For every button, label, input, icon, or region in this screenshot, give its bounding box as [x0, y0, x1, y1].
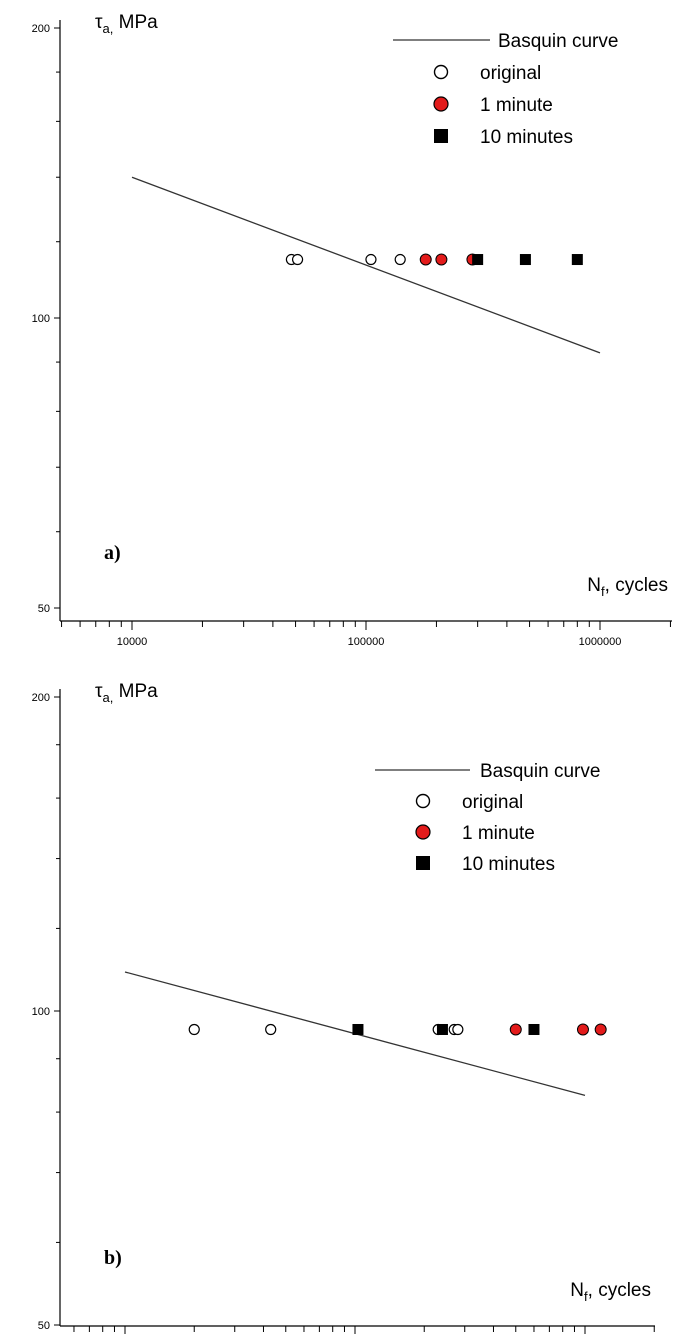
legend-basquin-label: Basquin curve [498, 31, 618, 52]
legend-10-minutes-label: 10 minutes [480, 127, 573, 148]
y-axis-title: τa, MPa [95, 681, 158, 705]
legend-1-minute-label: 1 minute [480, 95, 553, 116]
y-axis-title-unit: MPa [113, 681, 158, 702]
data-point-10-minutes [472, 254, 484, 266]
x-axis-title: Nf, cycles [587, 575, 668, 599]
data-point-10-minutes [528, 1023, 540, 1035]
y-axis-title-subscript: a, [103, 690, 114, 705]
x-tick-label: 10000 [117, 636, 148, 648]
data-point-1-minute [594, 1023, 607, 1036]
y-tick-label: 200 [32, 23, 50, 35]
x-axis-title-symbol: N [587, 575, 601, 596]
data-point-10-minutes [571, 254, 583, 266]
x-axis-title-rest: , cycles [605, 575, 668, 596]
legend-original-marker [415, 793, 431, 809]
y-axis-title-unit: MPa [113, 12, 158, 33]
legend-10-minutes-marker [434, 129, 448, 143]
data-point-original [452, 1023, 464, 1036]
data-point-10-minutes [519, 254, 531, 266]
data-point-1-minute [435, 253, 448, 266]
y-axis-title-symbol: τ [95, 681, 103, 702]
data-point-1-minute [419, 253, 432, 266]
data-point-original [394, 253, 406, 266]
legend-original-label: original [480, 63, 541, 84]
panel-label: a) [104, 542, 121, 564]
panel-label: b) [104, 1247, 122, 1269]
y-tick-label: 100 [32, 313, 50, 325]
x-axis-title-rest: , cycles [588, 1280, 651, 1301]
x-axis-title-symbol: N [570, 1280, 584, 1301]
chart-panel-a: 200 100 50 10000 100000 1000000 τa, MPa Nf, cyc… [32, 12, 672, 648]
data-point-original [365, 253, 377, 266]
x-tick-label: 1000000 [579, 636, 622, 648]
legend-1-minute-marker [433, 96, 449, 112]
legend-original-label: original [462, 792, 523, 813]
data-point-original [291, 253, 304, 266]
legend-basquin-label: Basquin curve [480, 761, 600, 782]
y-tick-label: 50 [38, 1320, 50, 1332]
y-tick-label: 100 [32, 1006, 50, 1018]
data-point-original [188, 1023, 200, 1036]
y-tick-label: 50 [38, 603, 50, 615]
data-point-1-minute [509, 1023, 522, 1036]
x-axis-title: Nf, cycles [570, 1280, 651, 1304]
legend-10-minutes-marker [416, 856, 430, 870]
legend-1-minute-label: 1 minute [462, 823, 535, 844]
x-tick-label: 100000 [348, 636, 385, 648]
y-axis-title: τa, MPa [95, 12, 158, 36]
data-point-10-minutes [352, 1023, 364, 1035]
y-tick-label: 200 [32, 692, 50, 704]
x-axis-title-subscript: f [584, 1289, 588, 1304]
y-axis-title-subscript: a, [103, 21, 114, 36]
legend-1-minute-marker [415, 824, 431, 840]
data-point-original [265, 1023, 277, 1036]
legend-original-marker [433, 64, 449, 80]
basquin-curve-line [131, 176, 601, 354]
x-axis-title-subscript: f [601, 584, 605, 599]
data-point-1-minute [576, 1023, 589, 1036]
legend-10-minutes-label: 10 minutes [462, 854, 555, 875]
y-axis-title-symbol: τ [95, 12, 103, 33]
data-point-10-minutes [436, 1023, 448, 1035]
